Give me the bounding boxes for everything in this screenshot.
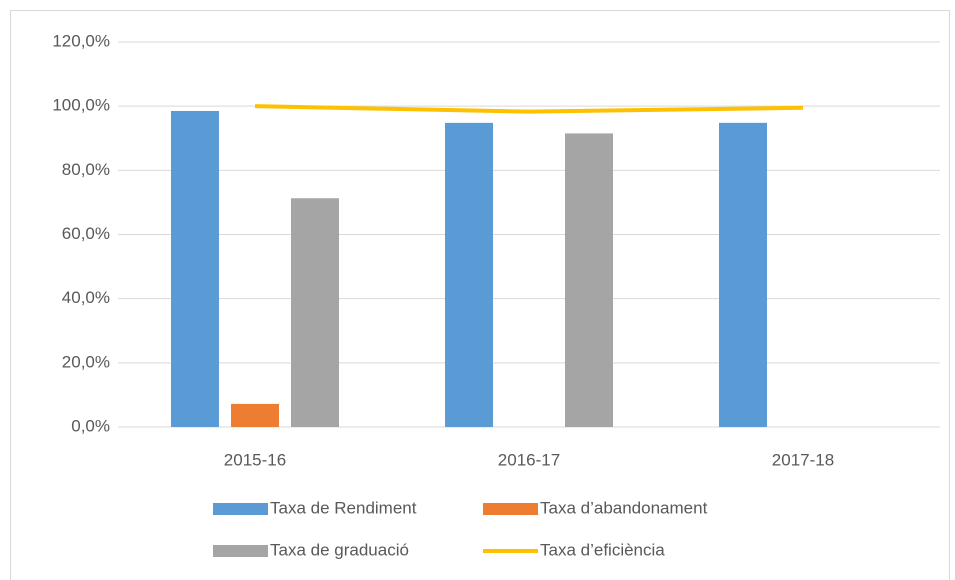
x-tick-label: 2016-17 — [498, 450, 560, 469]
bar — [445, 122, 493, 427]
y-tick-label: 20,0% — [62, 352, 110, 371]
bar — [171, 110, 219, 428]
legend-swatch — [483, 503, 538, 515]
y-tick-label: 40,0% — [62, 288, 110, 307]
line — [254, 104, 804, 114]
x-tick-label: 2015-16 — [224, 450, 286, 469]
bar — [565, 133, 613, 427]
legend-label: Taxa de graduació — [270, 540, 409, 559]
y-tick-label: 100,0% — [52, 96, 110, 115]
legend-label: Taxa d’abandonament — [540, 498, 708, 517]
y-tick-label: 80,0% — [62, 160, 110, 179]
y-tick-label: 120,0% — [52, 31, 110, 50]
y-tick-label: 0,0% — [71, 416, 110, 435]
chart-frame — [10, 10, 950, 580]
legend-swatch — [213, 545, 268, 557]
legend-label: Taxa de Rendiment — [270, 498, 417, 517]
legend-swatch — [213, 503, 268, 515]
y-tick-label: 60,0% — [62, 224, 110, 243]
bar — [231, 403, 279, 427]
bar — [291, 198, 339, 427]
x-tick-label: 2017-18 — [772, 450, 834, 469]
legend-label: Taxa d’eficiència — [540, 540, 665, 559]
bar — [719, 122, 767, 427]
